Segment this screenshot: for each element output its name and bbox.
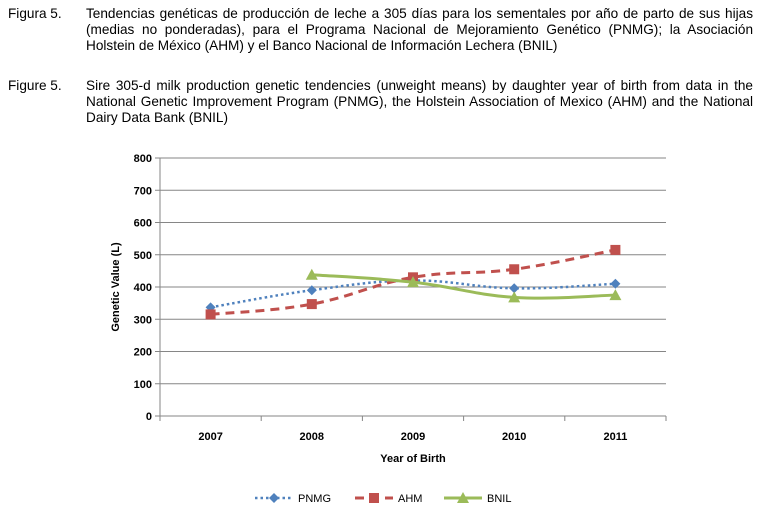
legend-label-pnmg: PNMG <box>298 493 331 505</box>
chart-axes <box>155 157 667 421</box>
legend-label-bnil: BNIL <box>487 493 511 505</box>
data-point-ahm-2011 <box>610 244 621 255</box>
data-point-pnmg-2010 <box>509 283 520 294</box>
legend-marker-pnmg <box>269 493 279 503</box>
x-tick-label-2009: 2009 <box>401 431 425 443</box>
legend-label-ahm: AHM <box>398 493 422 505</box>
y-tick-label-800: 800 <box>134 153 152 165</box>
legend-marker-bnil <box>457 492 469 503</box>
data-point-ahm-2010 <box>509 264 520 275</box>
x-tick-label-2007: 2007 <box>198 431 222 443</box>
y-tick-label-700: 700 <box>134 185 152 197</box>
caption-spanish-text: Tendencias genéticas de producción de le… <box>86 6 753 53</box>
x-axis-title: Year of Birth <box>380 453 446 465</box>
data-point-bnil-2009 <box>407 276 419 288</box>
y-tick-label-500: 500 <box>134 250 152 262</box>
data-point-ahm-2008 <box>306 299 317 310</box>
caption-spanish-label: Figura 5. <box>8 6 62 21</box>
y-tick-label-300: 300 <box>134 314 152 326</box>
series-line-bnil <box>311 273 616 300</box>
chart-series <box>205 244 622 320</box>
chart-gridlines <box>160 157 666 385</box>
data-point-bnil-2008 <box>305 268 318 280</box>
data-point-pnmg-2011 <box>610 278 621 289</box>
x-axis-tick-labels: 2007 2008 2009 2010 2011 <box>198 431 627 443</box>
x-tick-label-2008: 2008 <box>300 431 324 443</box>
y-tick-label-200: 200 <box>134 347 152 359</box>
caption-english-text: Sire 305-d milk production genetic tende… <box>86 78 753 125</box>
series-line-ahm <box>210 248 616 316</box>
data-point-ahm-2007 <box>205 309 216 320</box>
y-axis-title: Genetic Value (L) <box>110 242 122 332</box>
y-tick-label-0: 0 <box>146 411 152 423</box>
y-axis-tick-labels: 0 100 200 300 400 500 600 700 800 <box>134 153 152 423</box>
data-point-pnmg-2008 <box>306 285 317 296</box>
caption-english-label: Figure 5. <box>8 78 62 93</box>
x-tick-label-2011: 2011 <box>603 431 627 443</box>
y-tick-label-600: 600 <box>134 218 152 230</box>
chart-legend: PNMG AHM BNIL <box>255 492 511 505</box>
data-point-bnil-2010 <box>508 291 521 303</box>
caption-spanish: Figura 5. Tendencias genéticas de produc… <box>8 6 753 54</box>
caption-english: Figure 5. Sire 305-d milk production gen… <box>8 78 753 126</box>
x-tick-label-2010: 2010 <box>502 431 526 443</box>
legend-marker-ahm <box>369 493 379 503</box>
y-tick-label-400: 400 <box>134 282 152 294</box>
y-tick-label-100: 100 <box>134 379 152 391</box>
data-point-bnil-2011 <box>609 289 622 301</box>
